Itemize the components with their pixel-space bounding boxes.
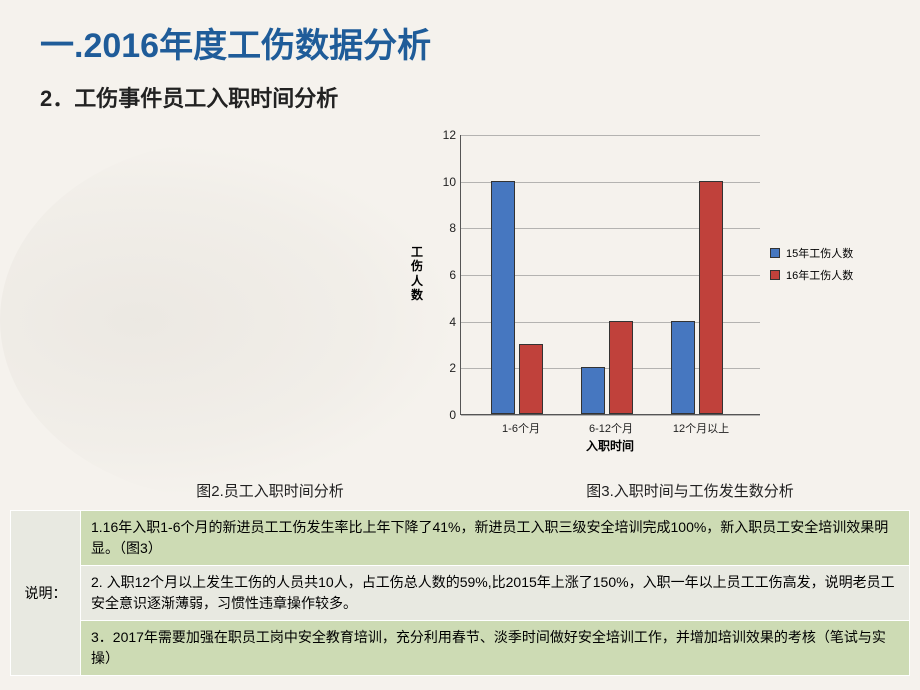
y-tick-label: 6 bbox=[426, 268, 456, 282]
bar bbox=[699, 181, 723, 414]
y-tick-label: 8 bbox=[426, 221, 456, 235]
bar-group: 6-12个月 bbox=[581, 135, 641, 414]
caption-row: 图2.员工入职时间分析 图3.入职时间与工伤发生数分析 bbox=[0, 480, 920, 501]
page-title: 一.2016年度工伤数据分析 bbox=[0, 0, 920, 75]
y-tick-label: 2 bbox=[426, 361, 456, 375]
legend-swatch bbox=[770, 270, 780, 280]
note-row-1: 1.16年入职1-6个月的新进员工工伤发生率比上年下降了41%，新进员工入职三级… bbox=[81, 511, 910, 566]
bar bbox=[609, 321, 633, 414]
bar-chart: 工伤人数 0246810121-6个月6-12个月12个月以上 入职时间 15年… bbox=[400, 125, 900, 455]
background-fan-texture bbox=[0, 140, 460, 500]
y-tick-label: 0 bbox=[426, 408, 456, 422]
legend-item: 16年工伤人数 bbox=[770, 267, 853, 283]
bar bbox=[519, 344, 543, 414]
y-tick-label: 10 bbox=[426, 175, 456, 189]
legend-label: 15年工伤人数 bbox=[786, 245, 853, 261]
bar-group: 1-6个月 bbox=[491, 135, 551, 414]
note-row-3: 3．2017年需要加强在职员工岗中安全教育培训，充分利用春节、淡季时间做好安全培… bbox=[81, 621, 910, 676]
y-tick-label: 12 bbox=[426, 128, 456, 142]
notes-label-cell: 说明： bbox=[11, 511, 81, 676]
bar bbox=[581, 367, 605, 414]
bar bbox=[671, 321, 695, 414]
x-axis-title: 入职时间 bbox=[460, 437, 760, 454]
bar-group: 12个月以上 bbox=[671, 135, 731, 414]
legend-item: 15年工伤人数 bbox=[770, 245, 853, 261]
chart-plot-area: 0246810121-6个月6-12个月12个月以上 bbox=[460, 135, 760, 415]
chart-legend: 15年工伤人数 16年工伤人数 bbox=[770, 245, 853, 289]
legend-swatch bbox=[770, 248, 780, 258]
x-tick-label: 6-12个月 bbox=[561, 414, 661, 436]
notes-table: 说明： 1.16年入职1-6个月的新进员工工伤发生率比上年下降了41%，新进员工… bbox=[10, 510, 910, 676]
section-title: 2．工伤事件员工入职时间分析 bbox=[0, 75, 920, 113]
note-row-2: 2. 入职12个月以上发生工伤的人员共10人，占工伤总人数的59%,比2015年… bbox=[81, 566, 910, 621]
caption-figure-3: 图3.入职时间与工伤发生数分析 bbox=[460, 480, 920, 501]
x-tick-label: 1-6个月 bbox=[471, 414, 571, 436]
y-axis-title: 工伤人数 bbox=[410, 245, 424, 303]
x-tick-label: 12个月以上 bbox=[651, 414, 751, 436]
legend-label: 16年工伤人数 bbox=[786, 267, 853, 283]
caption-figure-2: 图2.员工入职时间分析 bbox=[0, 480, 460, 501]
bar bbox=[491, 181, 515, 414]
y-tick-label: 4 bbox=[426, 315, 456, 329]
